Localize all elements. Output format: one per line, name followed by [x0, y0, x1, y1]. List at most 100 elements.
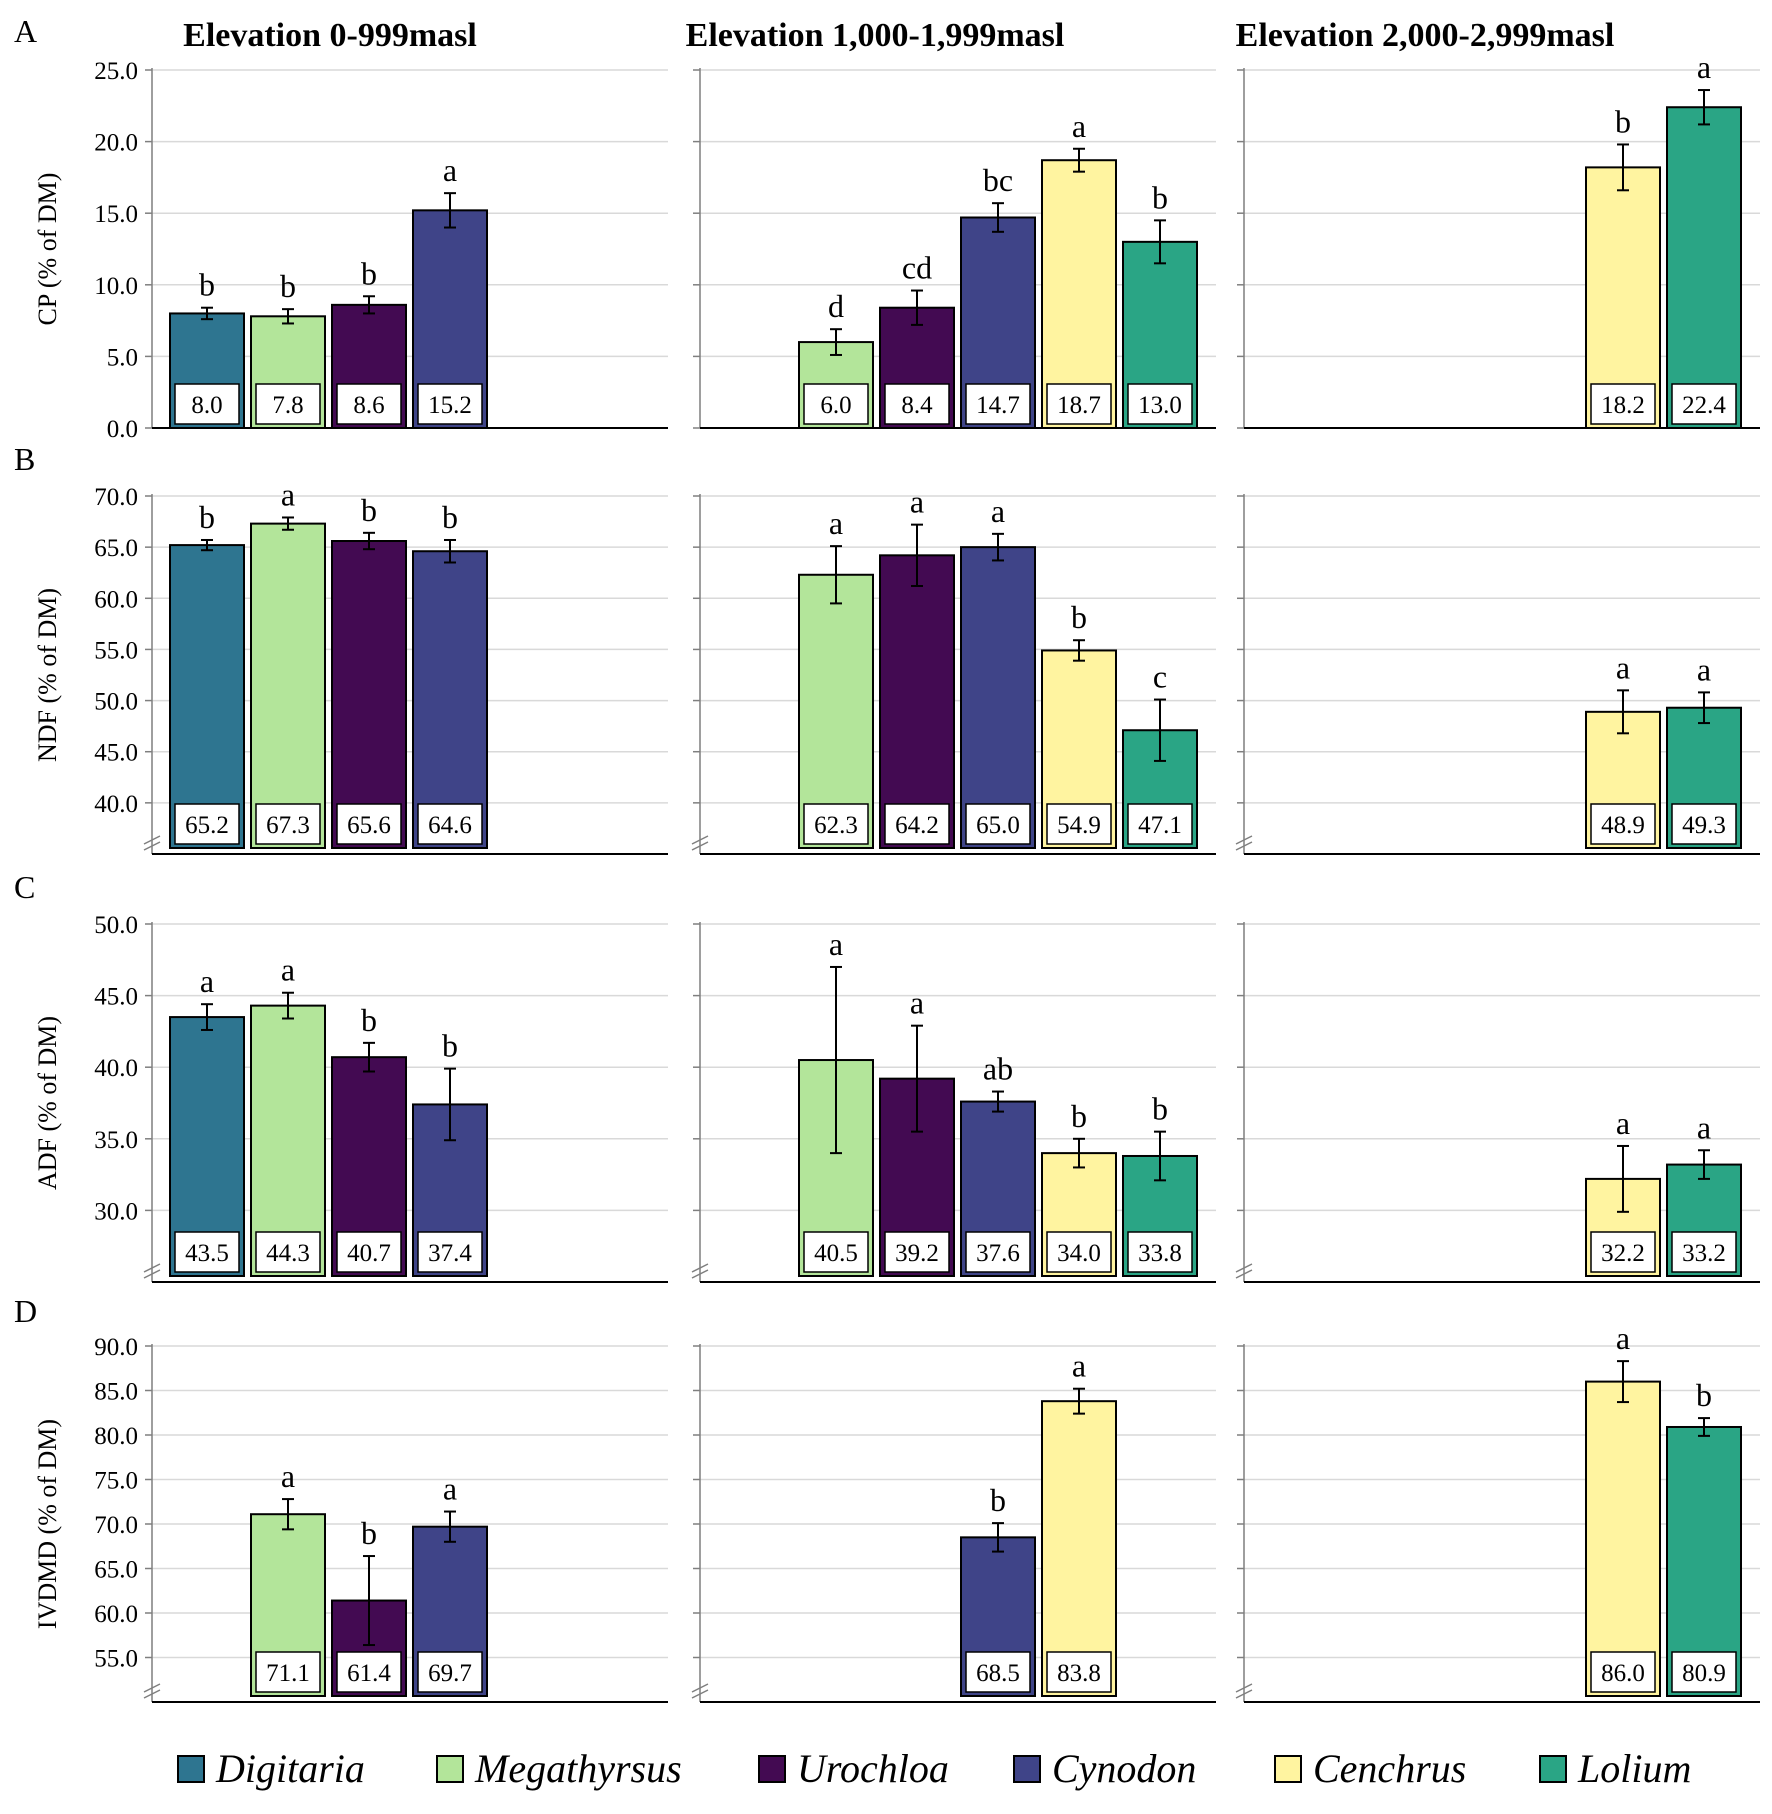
- value-label-box: [1127, 383, 1193, 425]
- bar-megathyrsus: [250, 1004, 326, 1278]
- y-tick-label: 50.0: [94, 912, 138, 939]
- y-tick-label: 20.0: [94, 130, 138, 157]
- y-tick-label: 45.0: [94, 740, 138, 767]
- data-label: 54.9: [1057, 812, 1101, 839]
- significance-letter: b: [1152, 179, 1168, 215]
- legend-item-cynodon: Cynodon: [1013, 1746, 1196, 1791]
- legend-label: Cynodon: [1052, 1746, 1196, 1791]
- value-label-box: [255, 383, 321, 425]
- axis-break-mark: [1235, 835, 1253, 851]
- legend-label: Digitaria: [215, 1746, 365, 1791]
- bar-cynodon: [412, 550, 488, 850]
- value-label-box: [1590, 383, 1656, 425]
- significance-letter: a: [443, 1471, 457, 1507]
- significance-letter: a: [829, 926, 843, 962]
- significance-letter: b: [1071, 599, 1087, 635]
- legend-label: Cenchrus: [1313, 1746, 1466, 1791]
- legend-item-digitaria: Digitaria: [177, 1746, 365, 1791]
- bar-group-urochloa: b 8.6: [331, 255, 407, 429]
- legend-swatch-urochloa: [758, 1755, 786, 1783]
- significance-letter: b: [1696, 1377, 1712, 1413]
- data-label: 8.4: [901, 392, 933, 419]
- value-label-box: [884, 803, 950, 845]
- value-label-box: [803, 803, 869, 845]
- bar-group-cynodon: a 15.2: [412, 152, 488, 429]
- value-label-box: [1671, 1231, 1737, 1273]
- value-label-box: [336, 1651, 402, 1693]
- bar-urochloa: [879, 554, 955, 850]
- bar-group-urochloa: b 61.4: [331, 1515, 407, 1698]
- y-tick-label: 55.0: [94, 1646, 138, 1673]
- data-label: 64.6: [428, 812, 472, 839]
- column-header-3: Elevation 2,000-2,999masl: [1236, 17, 1615, 54]
- significance-letter: b: [280, 268, 296, 304]
- y-tick-label: 50.0: [94, 689, 138, 716]
- axis-break-mark: [691, 835, 709, 851]
- value-label-box: [1046, 1651, 1112, 1693]
- significance-letter: a: [1072, 1348, 1086, 1384]
- significance-letter: b: [361, 492, 377, 528]
- value-label-box: [1046, 803, 1112, 845]
- value-label-box: [965, 803, 1031, 845]
- bar-urochloa: [331, 540, 407, 850]
- y-tick-label: 65.0: [94, 1557, 138, 1584]
- y-tick-label: 75.0: [94, 1468, 138, 1495]
- significance-letter: a: [1697, 49, 1711, 85]
- value-label-box: [174, 383, 240, 425]
- significance-letter: bc: [983, 162, 1013, 198]
- bar-group-cynodon: ab 37.6: [960, 1051, 1036, 1277]
- bar-group-cenchrus: b 54.9: [1041, 599, 1117, 849]
- data-label: 61.4: [347, 1660, 391, 1687]
- panel-letter-A: A: [14, 13, 37, 49]
- data-label: 37.6: [976, 1240, 1020, 1267]
- value-label-box: [965, 1231, 1031, 1273]
- data-label: 65.0: [976, 812, 1020, 839]
- y-tick-label: 10.0: [94, 273, 138, 300]
- panel-letter-C: C: [14, 869, 35, 905]
- bar-group-digitaria: b 8.0: [169, 267, 245, 429]
- bar-group-urochloa: a 39.2: [879, 985, 955, 1277]
- significance-letter: a: [1697, 651, 1711, 687]
- significance-letter: a: [1616, 1105, 1630, 1141]
- y-tick-label: 65.0: [94, 535, 138, 562]
- bar-group-megathyrsus: d 6.0: [798, 288, 874, 429]
- y-axis-label-C: ADF (% of DM): [33, 1016, 62, 1190]
- bar-group-megathyrsus: a 44.3: [250, 952, 326, 1278]
- value-label-box: [965, 1651, 1031, 1693]
- value-label-box: [255, 1651, 321, 1693]
- significance-letter: a: [1072, 108, 1086, 144]
- value-label-box: [1590, 1231, 1656, 1273]
- data-label: 15.2: [428, 392, 472, 419]
- bar-lolium: [1666, 106, 1742, 430]
- bar-group-digitaria: a 43.5: [169, 963, 245, 1278]
- significance-letter: c: [1153, 659, 1167, 695]
- legend: Digitaria Megathyrsus Urochloa Cynodon Cench…: [177, 1746, 1691, 1791]
- value-label-box: [1127, 803, 1193, 845]
- data-label: 47.1: [1138, 812, 1182, 839]
- y-tick-label: 80.0: [94, 1423, 138, 1450]
- data-label: 13.0: [1138, 392, 1182, 419]
- data-label: 49.3: [1682, 812, 1726, 839]
- bar-group-urochloa: b 65.6: [331, 492, 407, 850]
- axis-break-mark: [1235, 1263, 1253, 1279]
- significance-letter: a: [910, 484, 924, 520]
- bar-megathyrsus: [798, 573, 874, 849]
- y-tick-label: 40.0: [94, 791, 138, 818]
- bar-group-lolium: c 47.1: [1122, 659, 1198, 850]
- significance-letter: ab: [983, 1051, 1013, 1087]
- axis-break-mark: [691, 1683, 709, 1699]
- y-tick-label: 5.0: [107, 344, 138, 371]
- value-label-box: [803, 1231, 869, 1273]
- value-label-box: [336, 1231, 402, 1273]
- bar-megathyrsus: [250, 522, 326, 849]
- data-label: 62.3: [814, 812, 858, 839]
- legend-item-cenchrus: Cenchrus: [1274, 1746, 1466, 1791]
- bar-group-cynodon: b 68.5: [960, 1482, 1036, 1697]
- y-axis-label-D: IVDMD (% of DM): [33, 1419, 62, 1629]
- data-label: 14.7: [976, 392, 1020, 419]
- y-tick-label: 15.0: [94, 201, 138, 228]
- significance-letter: a: [200, 963, 214, 999]
- y-tick-label: 25.0: [94, 58, 138, 85]
- significance-letter: d: [828, 288, 844, 324]
